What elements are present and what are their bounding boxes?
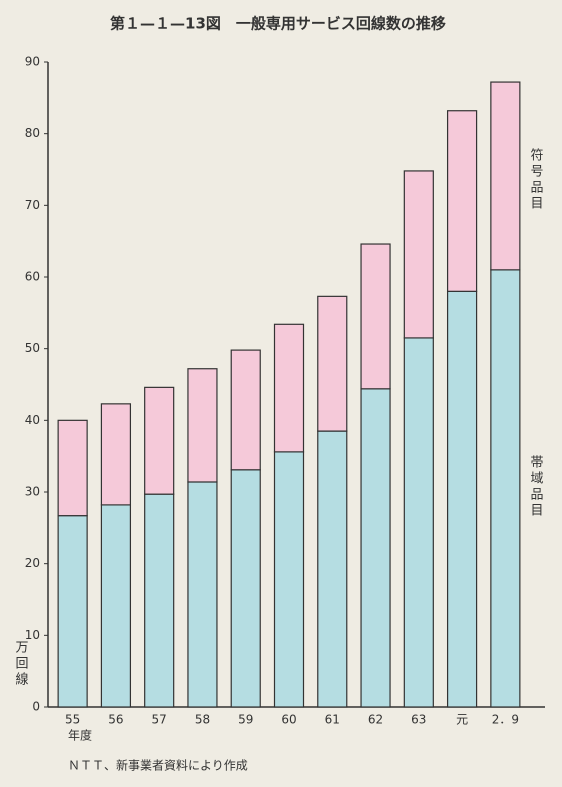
x-tick-label: 63 (411, 713, 426, 727)
x-tick-label: 元 (456, 713, 468, 727)
bar-segment (144, 386, 175, 495)
source: ＮＴＴ、新事業者資料により作成 (68, 758, 248, 773)
bar-segment (446, 110, 478, 292)
x-tick-label: 62 (368, 713, 383, 727)
bar-segment (446, 290, 478, 708)
x-tick-label: 60 (281, 713, 296, 727)
y-tick-label: 50 (25, 341, 40, 355)
bar-segment (57, 515, 88, 708)
x-tick-label: 59 (238, 713, 253, 727)
bar-segment (100, 504, 132, 708)
bar-segment (317, 295, 348, 432)
bar-segment (144, 493, 175, 708)
bar-segment (187, 368, 218, 483)
y-tick-label: 90 (25, 55, 40, 69)
bar-segment (57, 419, 88, 517)
bar-segment (100, 403, 132, 506)
legend-label: 帯域品目 (528, 455, 544, 519)
y-tick-label: 40 (25, 413, 40, 427)
y-tick-label: 10 (25, 628, 40, 642)
legend-label: 符号品目 (528, 147, 544, 212)
bar-segment (403, 170, 434, 339)
x-tick-label: 58 (195, 713, 210, 727)
x-tick-label: 2．9 (492, 713, 519, 727)
x-tick-label: 55 (65, 713, 80, 727)
bar-segment (360, 388, 391, 708)
bar-segment (360, 243, 391, 390)
x-tick-label: 57 (152, 713, 167, 727)
y-tick-label: 70 (25, 198, 40, 212)
bar-segment (403, 337, 434, 708)
bar-segment (490, 81, 521, 271)
bar-segment (273, 323, 305, 453)
bar-segment (317, 430, 348, 708)
x-tick-label: 56 (108, 713, 123, 727)
y-tick-label: 60 (25, 270, 40, 284)
bar-segment (187, 481, 218, 708)
x-tick-label: 61 (325, 713, 340, 727)
bar-segment (230, 469, 261, 708)
y-tick-label: 0 (32, 700, 40, 714)
chart-title: 第１—１—13図 一般専用サービス回線数の推移 (110, 15, 446, 33)
y-tick-label: 80 (25, 126, 40, 140)
y-unit: 万回線 (13, 640, 29, 688)
bar-segment (230, 349, 261, 471)
bar-segment (490, 269, 521, 708)
bar-segment (273, 451, 305, 708)
x-label: 年度 (68, 728, 92, 743)
y-tick-label: 20 (25, 556, 40, 570)
y-tick-label: 30 (25, 485, 40, 499)
